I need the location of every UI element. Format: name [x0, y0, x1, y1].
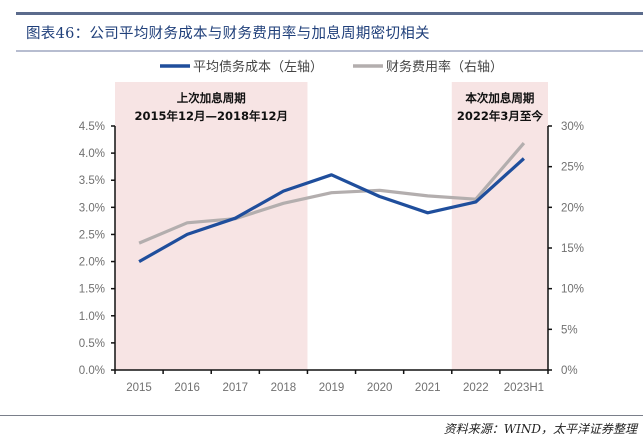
left-tick-label: 3.5% — [79, 175, 105, 187]
title-top-rule — [16, 12, 643, 15]
left-tick-label: 1.5% — [79, 284, 105, 296]
x-tick-label: 2020 — [367, 382, 393, 394]
source-note: 资料来源：WIND，太平洋证券整理 — [443, 422, 637, 436]
right-tick-label: 25% — [561, 162, 584, 174]
left-tick-label: 1.0% — [79, 311, 105, 323]
x-tick-label: 2022 — [463, 382, 489, 394]
left-tick-label: 4.0% — [79, 148, 105, 160]
legend-label-avg-debt-cost: 平均债务成本（左轴） — [193, 59, 323, 75]
right-tick-label: 20% — [561, 202, 584, 214]
region-label-period-2: 2022年3月至今 — [457, 109, 544, 123]
x-tick-label: 2016 — [174, 382, 200, 394]
x-tick-label: 2021 — [415, 382, 441, 394]
legend-label-finance-expense-ratio: 财务费用率（右轴） — [386, 59, 503, 75]
chart-title: 图表46：公司平均财务成本与财务费用率与加息周期密切相关 — [26, 26, 430, 42]
right-tick-label: 10% — [561, 284, 584, 296]
left-tick-label: 0.5% — [79, 338, 105, 350]
x-tick-label: 2019 — [319, 382, 345, 394]
title-bottom-rule — [16, 50, 643, 52]
left-tick-label: 3.0% — [79, 202, 105, 214]
x-tick-label: 2015 — [126, 382, 152, 394]
left-tick-label: 2.0% — [79, 257, 105, 269]
footer-rule — [0, 415, 643, 416]
left-tick-label: 0.0% — [79, 365, 105, 377]
right-tick-label: 5% — [561, 324, 578, 336]
shaded-region-2 — [451, 82, 548, 370]
x-tick-label: 2023H1 — [504, 382, 544, 394]
region-label-period-1: 2015年12月—2018年12月 — [134, 109, 288, 123]
left-tick-label: 2.5% — [79, 229, 105, 241]
left-tick-label: 4.5% — [79, 121, 105, 133]
right-tick-label: 15% — [561, 243, 584, 255]
x-tick-label: 2017 — [222, 382, 248, 394]
region-label-title-2: 本次加息周期 — [465, 91, 534, 105]
right-tick-label: 30% — [561, 121, 584, 133]
right-tick-label: 0% — [561, 365, 578, 377]
region-label-title-1: 上次加息周期 — [177, 91, 246, 105]
x-tick-label: 2018 — [271, 382, 297, 394]
